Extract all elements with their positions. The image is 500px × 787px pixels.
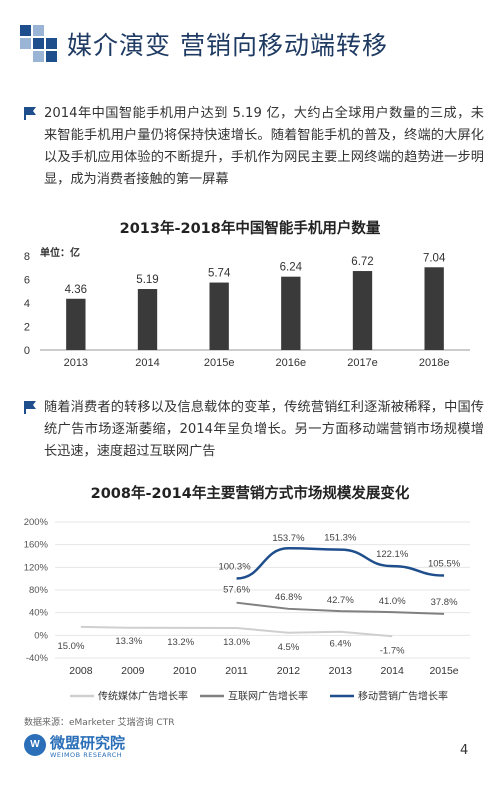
bar-value-label: 4.36 [65,284,87,296]
page-number: 4 [460,743,469,758]
bar-x-tick-label: 2016e [276,357,307,369]
line-x-tick-label: 2014 [381,665,405,677]
data-source: 数据来源：eMarketer 艾瑞咨询 CTR [24,718,175,728]
bar-value-label: 7.04 [423,252,446,264]
bar-y-tick-label: 8 [24,251,30,263]
line-data-label: 57.6% [223,585,250,596]
bar-value-label: 6.24 [280,262,303,274]
bar [424,267,444,350]
line-series-path [236,546,445,580]
bar-y-tick-label: 0 [24,345,30,357]
logo-subtitle: WEIMOB RESEARCH [50,751,123,759]
bar-value-label: 5.19 [136,274,158,286]
line-data-label: 15.0% [57,641,84,652]
bar-y-tick-label: 6 [24,275,30,287]
line-data-label: 46.8% [275,592,302,603]
line-series-path [236,601,445,615]
line-data-label: 151.3% [324,533,357,544]
weimob-logo-icon: W [24,734,46,756]
bar [281,276,301,350]
bar-x-tick-label: 2014 [135,357,159,369]
flag-bullet-icon [24,107,36,120]
bar-value-label: 6.72 [351,256,373,268]
line-x-tick-label: 2012 [277,665,301,677]
line-data-label: 122.1% [376,549,409,560]
bar-y-tick-label: 2 [24,322,30,334]
bar [66,298,86,350]
bar [137,289,158,350]
line-y-tick-label: 200% [24,517,49,528]
marketing-paragraph: 随着消费者的转移以及信息载体的变革，传统营销红利逐渐被稀释，中国传统广告市场逐渐… [24,397,484,463]
bar-x-tick-label: 2013 [64,357,88,369]
line-x-tick-label: 2010 [173,665,197,677]
bar-y-tick-label: 4 [24,298,30,310]
line-data-label: 42.7% [327,595,354,606]
line-chart-title: 2008年-2014年主要营销方式市场规模发展变化 [90,486,410,502]
line-series-path [80,625,393,638]
line-y-tick-label: 40% [29,608,49,619]
bar-chart: 单位：亿 0 2 4 6 8 4.36 2013 5.19 2014 5.74 2015e 6.24 20… [24,246,470,369]
intro-paragraph: 2014年中国智能手机用户达到 5.19 亿，大约占全球用户数量的三成，未来智能… [24,103,484,191]
line-data-label: 100.3% [218,561,251,572]
line-data-label: 37.8% [431,597,458,608]
line-x-tick-label: 2015e [429,665,458,677]
flag-bullet-icon [24,401,36,414]
bar-x-tick-label: 2018e [419,357,450,369]
line-data-label: -1.7% [380,645,405,656]
bar [209,282,229,350]
marketing-paragraph-text: 随着消费者的转移以及信息载体的变革，传统营销红利逐渐被稀释，中国传统广告市场逐渐… [44,400,484,459]
legend-label: 互联网广告增长率 [228,690,308,703]
legend-label: 移动营销广告增长率 [358,690,448,703]
line-data-label: 105.5% [428,559,461,570]
bar-chart-unit-label: 单位：亿 [40,246,80,259]
line-data-label: 6.4% [329,639,351,650]
line-data-label: 41.0% [379,596,406,607]
line-x-tick-label: 2008 [69,665,93,677]
line-x-tick-label: 2011 [225,665,248,677]
bar-x-tick-label: 2017e [347,357,378,369]
bar-x-tick-label: 2015e [204,357,235,369]
line-data-label: 4.5% [278,642,300,653]
legend-label: 传统媒体广告增长率 [98,690,188,703]
page-title: 媒介演变 营销向移动端转移 [67,31,388,60]
line-y-tick-label: -40% [26,653,49,664]
line-y-tick-label: 160% [24,540,49,551]
weimob-logo: W 微盟研究院 WEIMOB RESEARCH [24,732,184,760]
line-data-label: 13.0% [223,637,250,648]
line-chart: -40% 0% 40% 80% 120% 160% 200% 2008 2009 2010 2011… [24,517,470,703]
line-x-tick-label: 2013 [329,665,353,677]
title-decoration-icon [20,25,60,65]
bar-value-label: 5.74 [208,268,231,280]
line-data-label: 153.7% [272,533,305,544]
line-y-tick-label: 120% [24,562,49,573]
logo-name: 微盟研究院 [50,734,126,752]
intro-paragraph-text: 2014年中国智能手机用户达到 5.19 亿，大约占全球用户数量的三成，未来智能… [44,106,484,187]
line-data-label: 13.2% [167,637,194,648]
bar [352,271,373,350]
line-y-tick-label: 0% [34,630,48,641]
bar-chart-title: 2013年-2018年中国智能手机用户数量 [119,221,381,237]
line-x-tick-label: 2009 [121,665,145,677]
line-y-tick-label: 80% [29,585,49,596]
line-data-label: 13.3% [115,636,142,647]
